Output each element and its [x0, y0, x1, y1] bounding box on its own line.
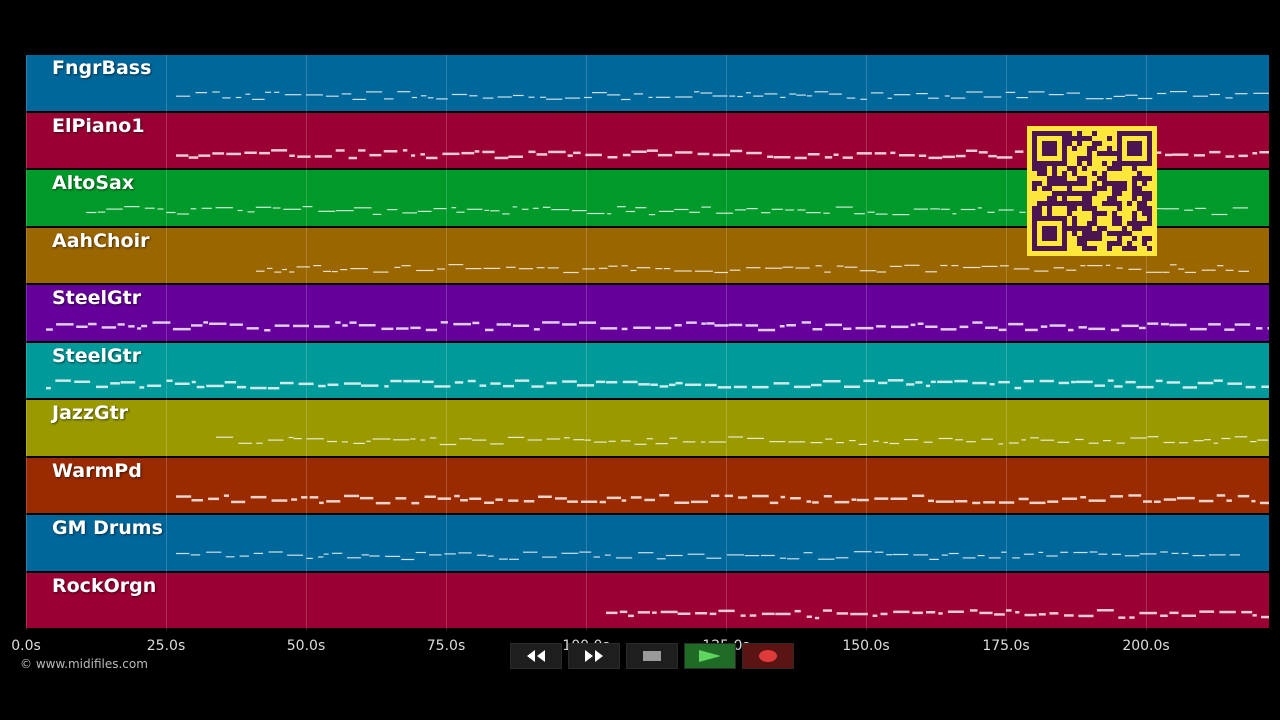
track-name: JazzGtr [52, 402, 129, 424]
track-9[interactable]: GM Drums [26, 515, 1269, 573]
stop-button[interactable] [626, 643, 678, 669]
grid-line [1006, 55, 1007, 630]
midi-notes [176, 91, 1269, 101]
midi-notes [216, 436, 1269, 446]
record-button[interactable] [742, 643, 794, 669]
copyright-text: © www.midifiles.com [20, 657, 148, 671]
time-tick-label: 50.0s [286, 638, 326, 654]
time-tick-label: 200.0s [1122, 638, 1170, 654]
grid-line [726, 55, 727, 630]
time-tick-label: 75.0s [426, 638, 466, 654]
grid-line [166, 55, 167, 630]
grid-line [306, 55, 307, 630]
time-tick-label: 175.0s [982, 638, 1030, 654]
midi-notes [176, 493, 1269, 504]
track-name: FngrBass [52, 57, 152, 79]
track-name: SteelGtr [52, 344, 142, 367]
qr-code-icon [1027, 126, 1157, 256]
record-icon [759, 650, 777, 662]
midi-notes [606, 608, 1269, 619]
midi-notes [46, 321, 1269, 332]
play-icon [699, 650, 721, 662]
grid-line [866, 55, 867, 630]
track-area: FngrBass ElPiano1 AltoSax AahChoir SteelGtr S… [26, 55, 1269, 630]
track-6[interactable]: SteelGtr [26, 342, 1269, 400]
transport-controls [510, 643, 794, 669]
track-1[interactable]: FngrBass [26, 55, 1269, 113]
time-tick-label: 25.0s [146, 638, 186, 654]
midi-notes [176, 551, 1240, 561]
midi-notes [46, 378, 1269, 389]
track-name: GM Drums [52, 517, 163, 539]
track-5[interactable]: SteelGtr [26, 285, 1269, 343]
track-8[interactable]: WarmPd [26, 457, 1269, 515]
fast-forward-button[interactable] [568, 643, 620, 669]
track-name: RockOrgn [52, 574, 157, 597]
track-name: SteelGtr [52, 287, 142, 309]
track-7[interactable]: JazzGtr [26, 400, 1269, 458]
track-10[interactable]: RockOrgn [26, 572, 1269, 630]
rewind-icon [527, 650, 545, 662]
track-name: AltoSax [52, 172, 135, 194]
midi-notes [256, 263, 1249, 273]
time-tick-label: 0.0s [11, 638, 41, 654]
fast-forward-icon [585, 650, 603, 662]
grid-line [446, 55, 447, 630]
grid-line [586, 55, 587, 630]
track-name: AahChoir [52, 229, 150, 252]
track-name: WarmPd [52, 459, 142, 482]
time-tick-label: 150.0s [842, 638, 890, 654]
play-button[interactable] [684, 643, 736, 669]
grid-line [26, 55, 27, 630]
grid-line [1146, 55, 1147, 630]
rewind-button[interactable] [510, 643, 562, 669]
stop-icon [643, 651, 661, 661]
qr-code-graphic [1032, 131, 1152, 251]
track-name: ElPiano1 [52, 114, 145, 137]
